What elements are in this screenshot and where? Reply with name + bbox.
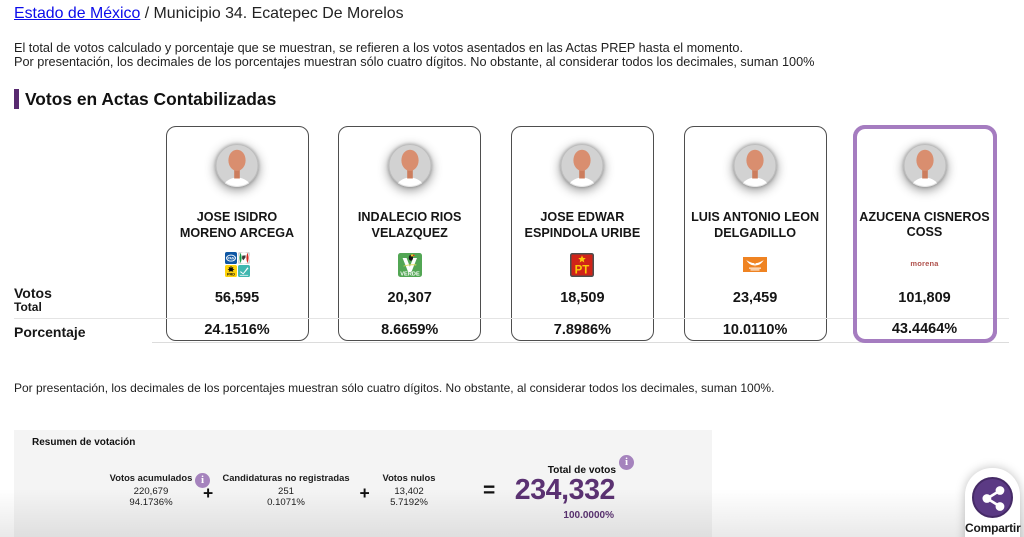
svg-text:PT: PT	[575, 265, 590, 277]
svg-text:VERDE: VERDE	[400, 272, 420, 277]
svg-text:PRD: PRD	[226, 273, 234, 277]
svg-text:PAN: PAN	[227, 257, 234, 261]
